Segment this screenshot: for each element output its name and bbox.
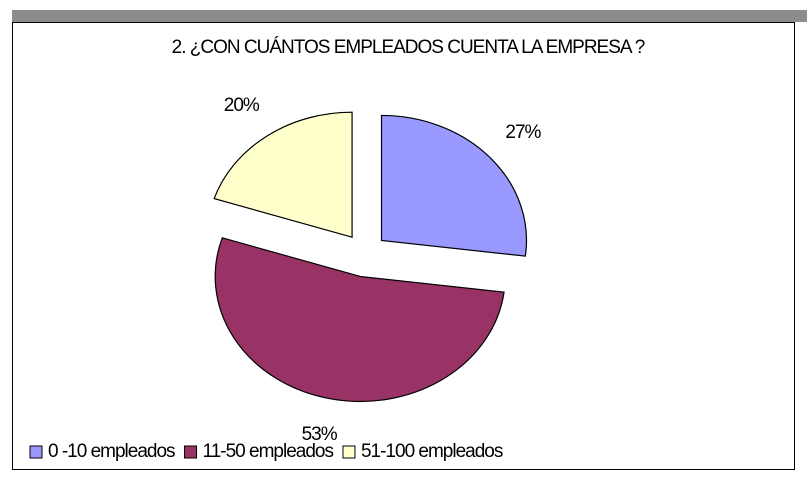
legend-swatch	[184, 445, 198, 459]
legend-swatch	[29, 445, 43, 459]
chart-frame	[12, 22, 795, 470]
top-bar	[12, 10, 807, 22]
legend-label: 51-100 empleados	[361, 441, 503, 462]
pie-slice	[213, 111, 353, 238]
data-label: 20%	[224, 95, 260, 116]
legend-label: 11-50 empleados	[203, 441, 334, 462]
legend-label: 0 -10 empleados	[48, 441, 175, 462]
legend-swatch	[342, 445, 356, 459]
pie-slice	[214, 237, 505, 403]
data-label: 53%	[302, 424, 338, 445]
pie-slice	[380, 114, 528, 257]
data-label: 27%	[505, 122, 541, 143]
chart-title: 2. ¿CON CUÁNTOS EMPLEADOS CUENTA LA EMPR…	[171, 37, 646, 58]
